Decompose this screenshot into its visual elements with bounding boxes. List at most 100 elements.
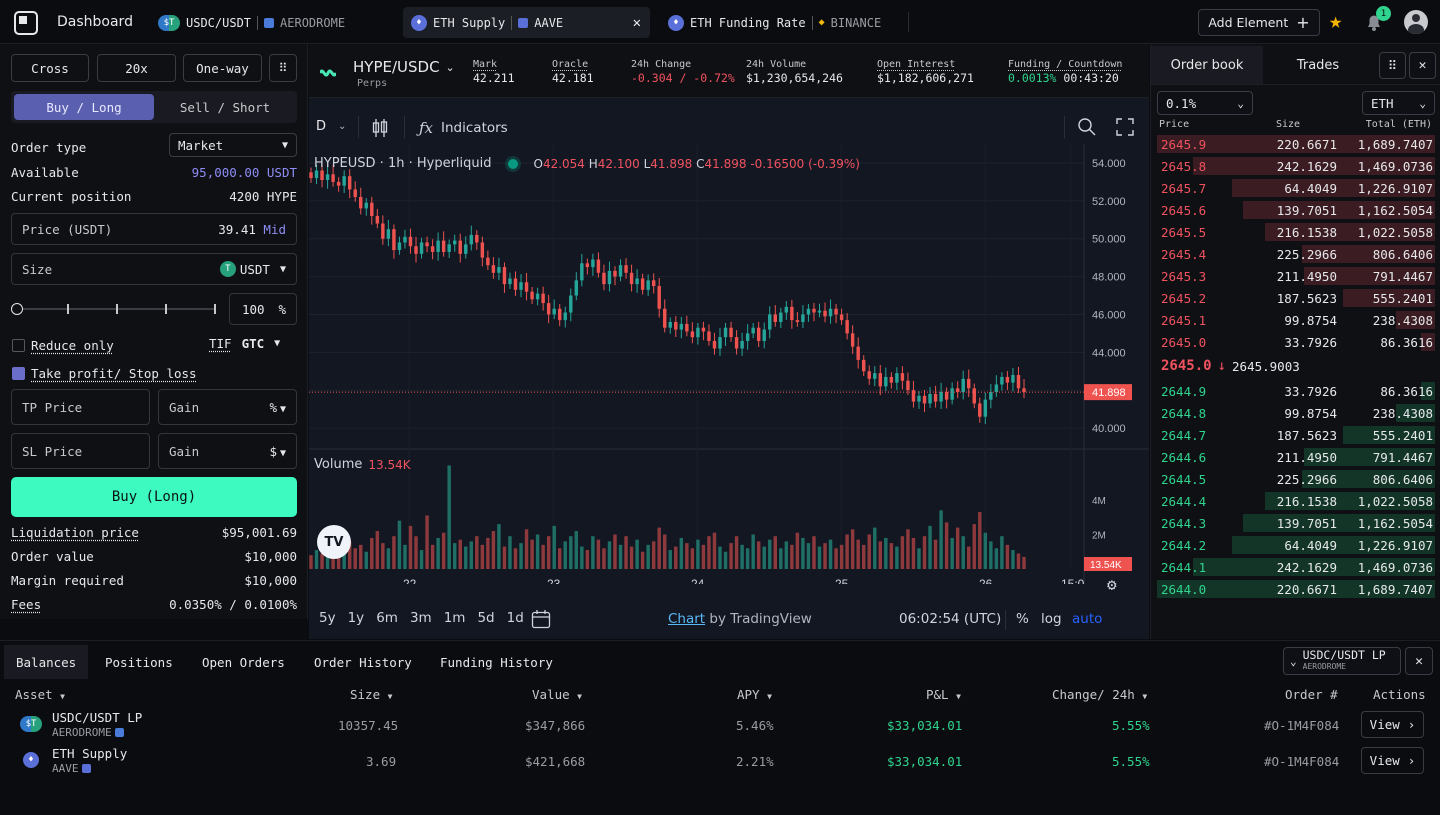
tab-positions[interactable]: Positions [105, 654, 173, 670]
volume-bar [751, 534, 755, 569]
sell-short-tab[interactable]: Sell / Short [179, 99, 271, 115]
user-avatar-icon[interactable] [1404, 10, 1428, 34]
tp-sl-checkbox[interactable]: Take profit/ Stop loss [12, 366, 197, 381]
buy-long-button[interactable]: Buy (Long) [11, 477, 297, 517]
ask-row[interactable]: 2645.4 225.2966 806.6406 [1157, 244, 1435, 264]
tab-usdc-usdt[interactable]: $T USDC/USDT AERODROME [150, 7, 353, 38]
percent-scale-button[interactable]: % [1016, 611, 1029, 627]
range-1d[interactable]: 1d [506, 610, 524, 626]
reduce-only-checkbox[interactable]: Reduce only [12, 338, 114, 353]
col-asset[interactable]: Asset ▼ [15, 687, 65, 702]
order-type-select[interactable]: Market ▼ [169, 133, 297, 157]
fullscreen-icon[interactable] [1116, 118, 1134, 139]
position-mode-button[interactable]: One-way [183, 54, 262, 82]
slider-percent-input[interactable]: 100 % [229, 293, 297, 325]
bid-row[interactable]: 2644.0 220.6671 1,689.7407 [1157, 579, 1435, 599]
ask-row[interactable]: 2645.2 187.5623 555.2401 [1157, 288, 1435, 308]
grouping-select[interactable]: 0.1% ⌄ [1157, 91, 1253, 115]
tab-order-book[interactable]: Order book [1151, 46, 1263, 84]
ask-row[interactable]: 2645.7 64.4049 1,226.9107 [1157, 178, 1435, 198]
bid-row[interactable]: 2644.9 33.7926 86.3616 [1157, 381, 1435, 401]
range-5y[interactable]: 5y [319, 610, 336, 626]
price-label: Price (USDT) [22, 221, 113, 237]
orderbook-layout-button[interactable]: ⠿ [1379, 52, 1406, 79]
range-1m[interactable]: 1m [443, 610, 466, 626]
col-size[interactable]: Size ▼ [350, 687, 392, 702]
chart-settings-icon[interactable]: ⚙ [1107, 575, 1117, 594]
view-button[interactable]: View › [1361, 747, 1424, 774]
ask-row[interactable]: 2645.1 99.8754 238.4308 [1157, 310, 1435, 330]
bid-row[interactable]: 2644.2 64.4049 1,226.9107 [1157, 535, 1435, 555]
app-logo[interactable] [14, 11, 38, 35]
market-selector[interactable]: HYPE/USDC ⌄ [353, 58, 455, 76]
candles-icon[interactable] [371, 118, 389, 141]
close-panel-button[interactable]: ✕ [1405, 647, 1433, 675]
tp-gain-select[interactable]: Gain % ▼ [158, 389, 297, 425]
tab-open-orders[interactable]: Open Orders [202, 654, 285, 670]
ask-row[interactable]: 2645.5 216.1538 1,022.5058 [1157, 222, 1435, 242]
tab-balances[interactable]: Balances [4, 645, 89, 679]
col-apy[interactable]: APY ▼ [737, 687, 772, 702]
zoom-icon[interactable] [1077, 117, 1097, 140]
close-tab-icon[interactable]: ✕ [632, 14, 641, 31]
tif-select[interactable]: TIF GTC ▼ [209, 336, 280, 351]
col-change[interactable]: Change/ 24h ▼ [1052, 687, 1147, 702]
range-1y[interactable]: 1y [347, 610, 365, 626]
tradingview-link[interactable]: Chart [668, 611, 706, 627]
margin-mode-button[interactable]: Cross [11, 54, 89, 82]
buy-long-tab[interactable]: Buy / Long [14, 94, 154, 120]
ask-row[interactable]: 2645.6 139.7051 1,162.5054 [1157, 200, 1435, 220]
asset-filter-select[interactable]: ⌄ USDC/USDT LP AERODROME [1283, 647, 1401, 675]
star-icon[interactable]: ★ [1329, 9, 1343, 34]
tp-price-input[interactable]: TP Price [11, 389, 150, 425]
range-3m[interactable]: 3m [409, 610, 432, 626]
interval-select[interactable]: D ⌄ [316, 119, 346, 134]
size-slider[interactable] [11, 302, 219, 316]
bid-row[interactable]: 2644.4 216.1538 1,022.5058 [1157, 491, 1435, 511]
unit-select[interactable]: ETH ⌄ [1362, 91, 1435, 115]
candle-body [994, 384, 999, 393]
col-pnl[interactable]: P&L ▼ [926, 687, 961, 702]
close-orderbook-button[interactable]: ✕ [1409, 52, 1436, 79]
more-options-button[interactable]: ⠿ [269, 54, 297, 82]
volume-bar [541, 544, 545, 569]
auto-scale-button[interactable]: auto [1072, 611, 1103, 627]
bid-row[interactable]: 2644.7 187.5623 555.2401 [1157, 425, 1435, 445]
date-range-icon[interactable] [531, 609, 551, 632]
tab-pair: ETH Funding Rate [690, 15, 806, 30]
bid-row[interactable]: 2644.3 139.7051 1,162.5054 [1157, 513, 1435, 533]
bid-row[interactable]: 2644.6 211.4950 791.4467 [1157, 447, 1435, 467]
leverage-button[interactable]: 20x [97, 54, 176, 82]
chart-clock[interactable]: 06:02:54 (UTC) [899, 611, 1002, 627]
view-button[interactable]: View › [1361, 711, 1424, 738]
price-input[interactable]: Price (USDT) 39.41 Mid [11, 213, 297, 245]
tab-order-history[interactable]: Order History [314, 654, 412, 670]
bid-row[interactable]: 2644.5 225.2966 806.6406 [1157, 469, 1435, 489]
tab-funding-history[interactable]: Funding History [440, 654, 553, 670]
indicators-button[interactable]: ƒx Indicators [419, 119, 508, 137]
bid-row[interactable]: 2644.1 242.1629 1,469.0736 [1157, 557, 1435, 577]
col-value[interactable]: Value ▼ [532, 687, 582, 702]
price-chart[interactable]: 54.000 52.000 50.000 48.000 46.000 44.000 42.0… [309, 144, 1149, 584]
add-element-button[interactable]: Add Element + [1198, 9, 1320, 36]
range-6m[interactable]: 6m [376, 610, 398, 626]
mid-button[interactable]: Mid [263, 221, 286, 237]
tab-eth-funding[interactable]: ♦ ETH Funding Rate ◆ BINANCE [660, 7, 889, 38]
ask-row[interactable]: 2645.3 211.4950 791.4467 [1157, 266, 1435, 286]
ask-row[interactable]: 2645.0 33.7926 86.3616 [1157, 332, 1435, 352]
ask-row[interactable]: 2645.9 220.6671 1,689.7407 [1157, 134, 1435, 154]
sl-gain-select[interactable]: Gain $ ▼ [158, 433, 297, 469]
slider-handle[interactable] [11, 303, 23, 315]
tp-sl-label: Take profit/ Stop loss [31, 366, 197, 381]
range-5d[interactable]: 5d [477, 610, 495, 626]
ask-row[interactable]: 2645.8 242.1629 1,469.0736 [1157, 156, 1435, 176]
size-input[interactable]: Size T USDT ▼ [11, 253, 297, 285]
tab-trades[interactable]: Trades [1296, 57, 1340, 73]
log-scale-button[interactable]: log [1041, 611, 1062, 627]
sl-price-input[interactable]: SL Price [11, 433, 150, 469]
bid-row[interactable]: 2644.8 99.8754 238.4308 [1157, 403, 1435, 423]
volume-bar [740, 544, 744, 569]
tradingview-logo[interactable]: TV [317, 525, 351, 559]
size-unit-select[interactable]: T USDT ▼ [219, 261, 286, 277]
tab-eth-supply[interactable]: ♦ ETH Supply AAVE ✕ [403, 7, 650, 38]
